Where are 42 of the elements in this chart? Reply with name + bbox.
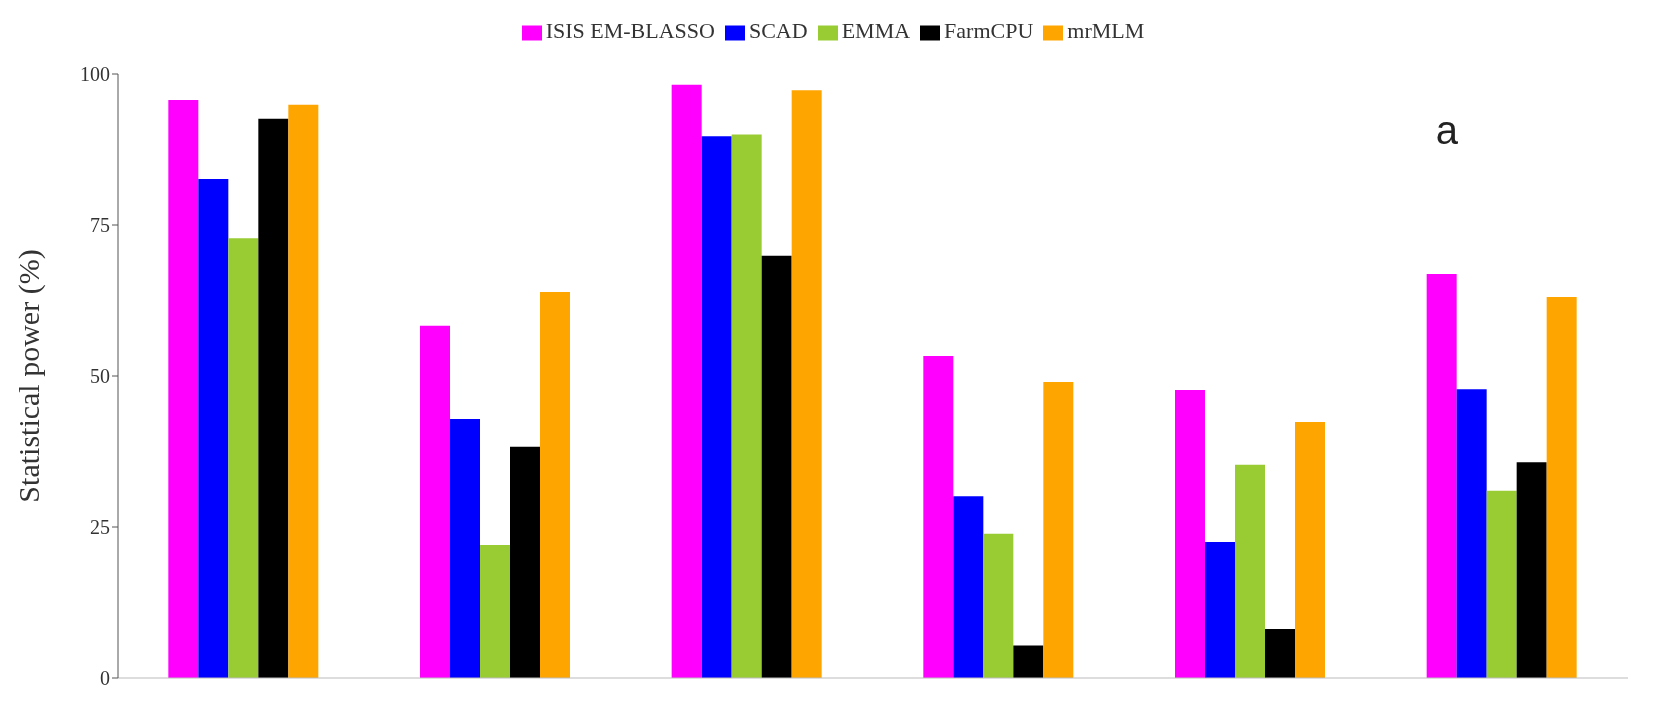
bar [701, 136, 732, 678]
bar [420, 325, 450, 678]
bar [1043, 382, 1074, 678]
y-tick-label: 75 [90, 214, 110, 237]
bar [1426, 273, 1457, 678]
bar [1175, 389, 1205, 678]
bar [953, 496, 984, 678]
bar [923, 356, 954, 678]
bar [510, 446, 540, 678]
bar [1265, 629, 1295, 678]
y-tick-label: 25 [90, 516, 110, 539]
bar [168, 99, 199, 678]
legend-label: SCAD [748, 18, 808, 43]
bar [761, 255, 792, 678]
bar [1546, 296, 1577, 678]
bar [671, 84, 702, 678]
y-tick-label: 100 [80, 63, 110, 86]
legend-label: EMMA [841, 18, 911, 43]
legend-label: ISIS EM-BLASSO [545, 18, 715, 43]
legend-label: mrMLM [1067, 18, 1145, 43]
bar [983, 533, 1014, 678]
bar [731, 134, 762, 678]
y-axis-title: Statistical power (%) [11, 249, 46, 503]
y-tick-label: 50 [90, 365, 110, 388]
bar [198, 179, 229, 678]
bar [540, 292, 570, 678]
legend-label: FarmCPU [944, 18, 1034, 43]
bar [1486, 490, 1517, 678]
bar [1456, 389, 1487, 678]
bar [1516, 462, 1547, 678]
bar [258, 118, 289, 678]
bar [791, 90, 822, 678]
bar [1205, 542, 1235, 678]
bar [480, 545, 510, 678]
annotation: a [1435, 108, 1458, 153]
bar [1295, 421, 1325, 678]
bar [1013, 645, 1044, 678]
bar [228, 238, 259, 678]
y-tick-label: 0 [100, 667, 110, 690]
bar [288, 104, 319, 678]
bar [1235, 464, 1265, 678]
bar [450, 418, 480, 678]
